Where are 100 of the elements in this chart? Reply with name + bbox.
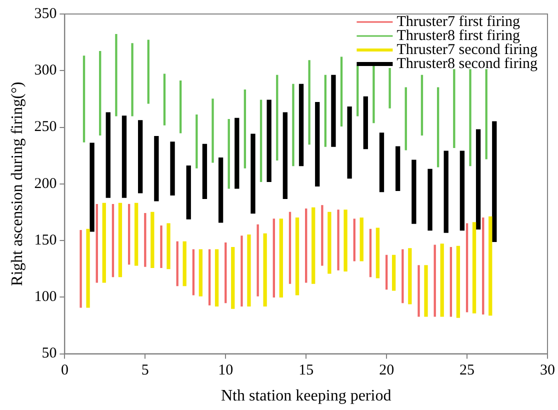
bar	[396, 146, 400, 192]
bar	[260, 100, 262, 182]
x-tick-label: 30	[540, 362, 555, 379]
bar	[122, 116, 127, 198]
bar	[298, 84, 304, 166]
bar	[331, 74, 336, 147]
bar	[244, 90, 246, 168]
bar	[179, 80, 182, 134]
bar	[138, 120, 143, 194]
bar	[131, 43, 134, 116]
y-axis-title: Right ascension during firing(°)	[8, 82, 26, 286]
bar	[170, 142, 175, 196]
x-axis-title: Nth station keeping period	[221, 388, 392, 405]
bar	[247, 234, 251, 307]
bar	[288, 212, 292, 284]
bar	[472, 222, 476, 314]
bar	[344, 210, 348, 272]
bar	[340, 56, 343, 126]
bar	[347, 106, 352, 179]
bar	[305, 208, 308, 283]
bar	[420, 74, 424, 136]
bar	[476, 129, 481, 230]
y-tick-label: 250	[34, 119, 57, 136]
y-tick-label: 300	[34, 62, 57, 79]
bar	[440, 244, 444, 317]
bar	[96, 204, 98, 283]
bar	[295, 218, 300, 296]
bar	[353, 218, 356, 262]
bar	[198, 249, 203, 296]
bar	[250, 134, 256, 214]
bar	[369, 228, 372, 278]
bar	[234, 118, 240, 189]
bar	[163, 74, 166, 126]
bar	[482, 218, 484, 314]
bar	[147, 40, 150, 104]
x-tick-label: 20	[379, 362, 394, 379]
bar	[150, 212, 154, 268]
bar	[224, 242, 227, 304]
bar	[256, 224, 259, 296]
bar	[453, 69, 456, 148]
bar	[266, 100, 272, 182]
bar	[360, 218, 364, 262]
x-tick-label: 15	[298, 362, 314, 379]
x-tick-label: 25	[460, 362, 475, 379]
bar	[315, 102, 320, 186]
bar	[372, 66, 375, 124]
bar	[86, 228, 90, 308]
bar	[154, 136, 159, 202]
bar	[292, 84, 294, 166]
bar	[376, 228, 380, 278]
bar	[312, 207, 316, 284]
bar	[90, 142, 94, 232]
bar	[404, 87, 407, 150]
bar	[428, 168, 432, 231]
bar	[240, 236, 243, 307]
bar	[218, 158, 224, 223]
bar	[321, 205, 324, 266]
bar	[337, 210, 340, 270]
bar	[202, 144, 208, 199]
bar	[418, 265, 420, 317]
y-tick-label: 50	[42, 346, 57, 362]
bar	[182, 241, 186, 286]
bar	[272, 218, 275, 298]
bar	[402, 249, 404, 304]
bar	[392, 254, 396, 291]
bar	[196, 114, 198, 168]
bar	[80, 230, 82, 308]
bar	[356, 66, 359, 116]
y-tick-label: 350	[34, 6, 57, 22]
bar	[82, 56, 86, 142]
bar	[424, 265, 428, 317]
bar	[144, 213, 146, 267]
bar	[212, 98, 214, 163]
bar	[434, 244, 436, 317]
legend-label: Thruster7 first firing	[396, 14, 521, 30]
bar	[412, 160, 416, 224]
bar	[282, 112, 288, 199]
bar	[228, 119, 230, 189]
bar	[214, 249, 219, 307]
bar	[324, 74, 326, 147]
bar	[450, 247, 452, 317]
bar	[118, 202, 122, 278]
bar	[469, 69, 472, 166]
bar	[263, 233, 267, 307]
bar	[192, 249, 195, 296]
bar	[485, 69, 488, 160]
bar	[385, 254, 388, 290]
bar	[231, 247, 235, 309]
bar	[456, 246, 460, 318]
bar	[328, 212, 332, 274]
bar	[466, 223, 468, 312]
bar	[134, 202, 138, 266]
bar	[436, 87, 440, 168]
bar	[379, 132, 384, 192]
x-tick-label: 10	[218, 362, 234, 379]
bar	[308, 60, 310, 145]
bar	[166, 223, 170, 270]
bar	[444, 150, 448, 233]
bar	[176, 241, 178, 286]
bar	[408, 248, 412, 304]
